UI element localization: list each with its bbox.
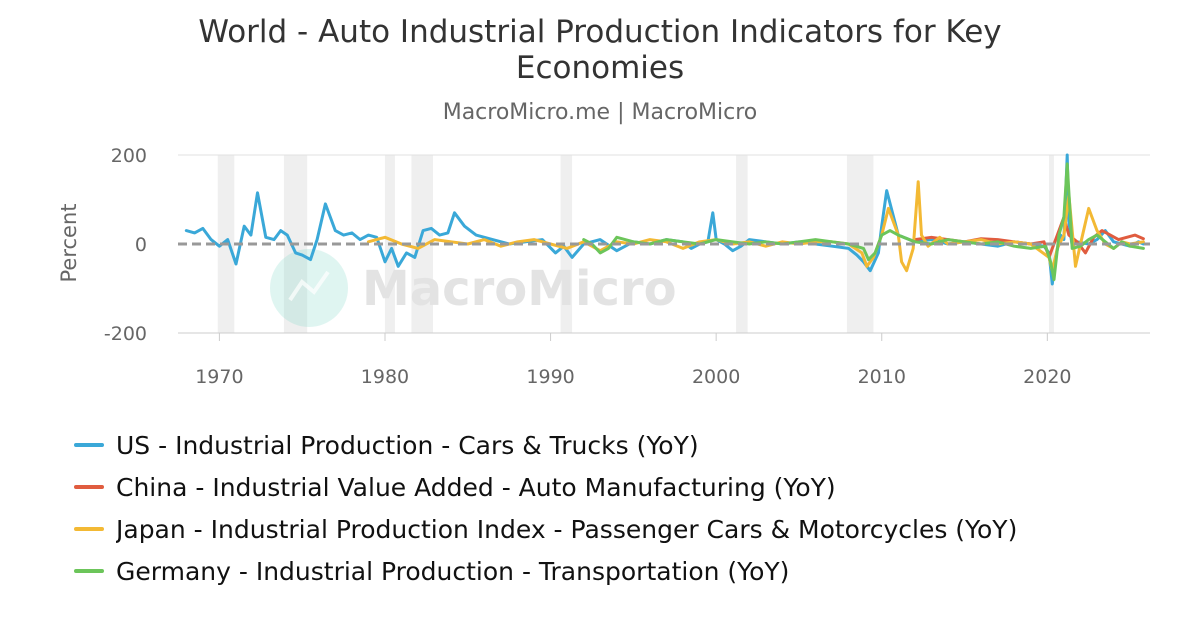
x-tick-label: 1990 xyxy=(526,366,574,388)
legend-item[interactable]: US - Industrial Production - Cars & Truc… xyxy=(74,424,1017,466)
legend-item[interactable]: China - Industrial Value Added - Auto Ma… xyxy=(74,466,1017,508)
chart-title: World - Auto Industrial Production Indic… xyxy=(0,14,1200,86)
chart-title-line-1: World - Auto Industrial Production Indic… xyxy=(198,14,1002,50)
legend-label: China - Industrial Value Added - Auto Ma… xyxy=(116,472,836,502)
legend: US - Industrial Production - Cars & Truc… xyxy=(74,424,1017,592)
watermark: MacroMicro xyxy=(270,249,677,327)
x-tick-label: 2010 xyxy=(858,366,906,388)
legend-label: Japan - Industrial Production Index - Pa… xyxy=(116,514,1018,544)
chart-subtitle: MacroMicro.me | MacroMicro xyxy=(442,100,758,125)
y-tick-label: 0 xyxy=(135,234,147,256)
y-tick-label: -200 xyxy=(104,323,147,345)
recession-band xyxy=(560,155,573,333)
series-lines xyxy=(178,153,1150,286)
legend-swatch xyxy=(74,485,104,489)
x-tick-label: 1980 xyxy=(361,366,409,388)
legend-label: US - Industrial Production - Cars & Truc… xyxy=(116,430,699,460)
y-tick-label: 200 xyxy=(111,145,147,167)
legend-item[interactable]: Germany - Industrial Production - Transp… xyxy=(74,550,1017,592)
series-line-2 xyxy=(366,180,1145,273)
watermark-logo-chart-icon xyxy=(288,270,330,302)
x-tick-label: 2000 xyxy=(692,366,740,388)
legend-swatch xyxy=(74,443,104,447)
x-tick-label: 1970 xyxy=(195,366,243,388)
legend-label: Germany - Industrial Production - Transp… xyxy=(116,556,790,586)
chart-title-line-2: Economies xyxy=(515,50,685,86)
x-tick-label: 2020 xyxy=(1023,366,1071,388)
y-axis-label: Percent xyxy=(57,203,81,282)
watermark-text: MacroMicro xyxy=(362,261,677,317)
legend-swatch xyxy=(74,527,104,531)
legend-item[interactable]: Japan - Industrial Production Index - Pa… xyxy=(74,508,1017,550)
series-line-3 xyxy=(582,162,1145,282)
legend-swatch xyxy=(74,569,104,573)
